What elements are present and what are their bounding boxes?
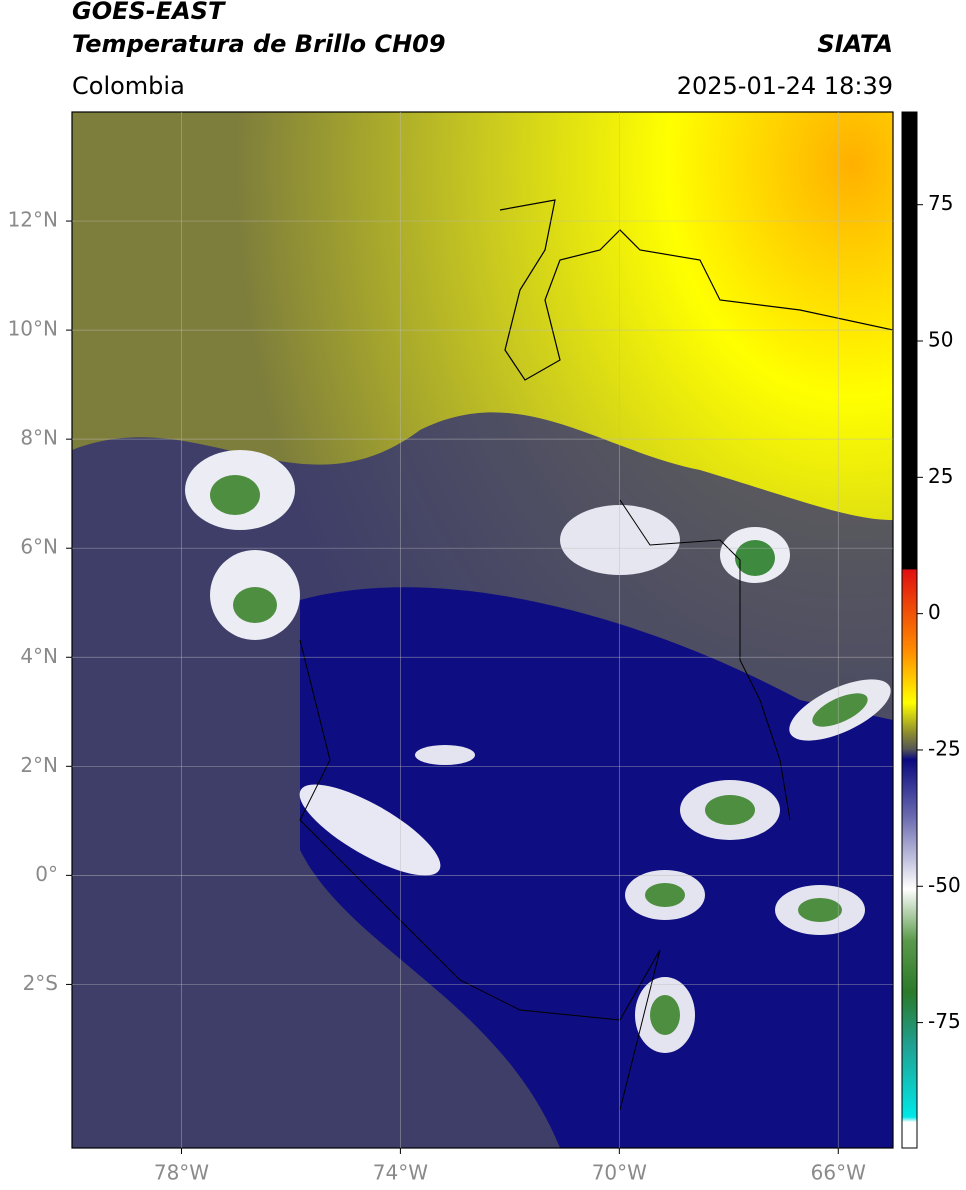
colorbar-tick-label: -25: [928, 736, 961, 760]
colorbar-tick-label: -75: [928, 1009, 961, 1033]
colorbar-tick-label: 25: [928, 464, 953, 488]
y-tick-label: 4°N: [20, 644, 58, 668]
y-tick-label: 12°N: [8, 208, 58, 232]
y-tick-label: 10°N: [8, 317, 58, 341]
y-tick-label: 0°: [35, 862, 58, 886]
timestamp: 2025-01-24 18:39: [677, 72, 893, 100]
colorbar-tick-label: -50: [928, 873, 961, 897]
map-frame: [71, 111, 894, 1149]
colorbar-tick-label: 0: [928, 600, 941, 624]
source: SIATA: [817, 30, 893, 58]
colorbar-tick-label: 50: [928, 328, 953, 352]
y-tick-label: 2°S: [23, 971, 58, 995]
y-tick-label: 6°N: [20, 535, 58, 559]
x-tick-label: 66°W: [811, 1161, 866, 1185]
colorbar-tick-label: 75: [928, 191, 953, 215]
x-tick-label: 70°W: [592, 1161, 647, 1185]
title-line: Temperatura de Brillo CH09: [72, 30, 446, 58]
y-tick-label: 8°N: [20, 426, 58, 450]
colorbar: [901, 111, 918, 1149]
x-tick-label: 78°W: [154, 1161, 209, 1185]
y-tick-label: 2°N: [20, 753, 58, 777]
x-tick-label: 74°W: [373, 1161, 428, 1185]
title-line: GOES-EAST: [72, 0, 226, 25]
satellite-image: [72, 112, 893, 1148]
region: Colombia: [72, 72, 185, 100]
